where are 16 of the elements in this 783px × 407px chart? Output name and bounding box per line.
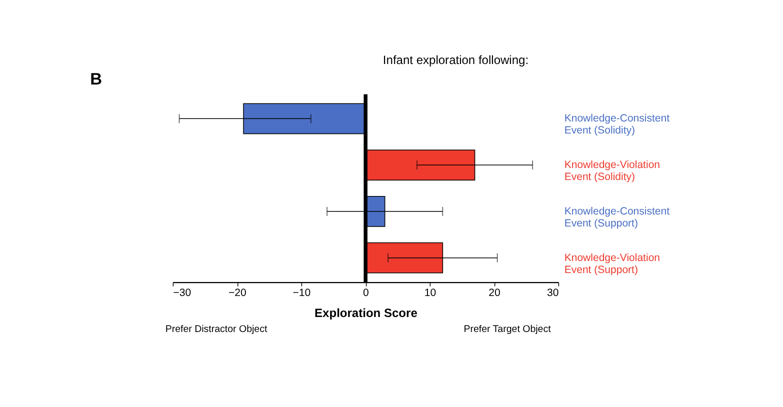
x-tick-label: −10: [292, 287, 311, 300]
x-tick-label: −30: [173, 287, 192, 300]
text: B: [90, 70, 102, 89]
x-tick-label: 20: [488, 287, 500, 300]
text: Prefer Target Object: [464, 324, 552, 335]
y-tick-label: Knowledge-Consistent Event (Solidity): [564, 112, 670, 137]
text: Prefer Distractor Object: [165, 324, 268, 335]
x-tick-label: 0: [363, 287, 370, 300]
chart-title: Infant exploration following:: [382, 53, 529, 68]
x-tick-label: −20: [228, 287, 247, 300]
x-axis-title: Exploration Score: [314, 306, 418, 320]
y-tick-label: Knowledge-Violation Event (Solidity): [564, 159, 660, 184]
x-tick-label: 10: [424, 287, 436, 300]
y-tick-label: Knowledge-Violation Event (Support): [564, 252, 660, 276]
x-tick-label: 30: [546, 287, 559, 300]
y-tick-label: Knowledge-Consistent Event (Support): [564, 205, 670, 230]
